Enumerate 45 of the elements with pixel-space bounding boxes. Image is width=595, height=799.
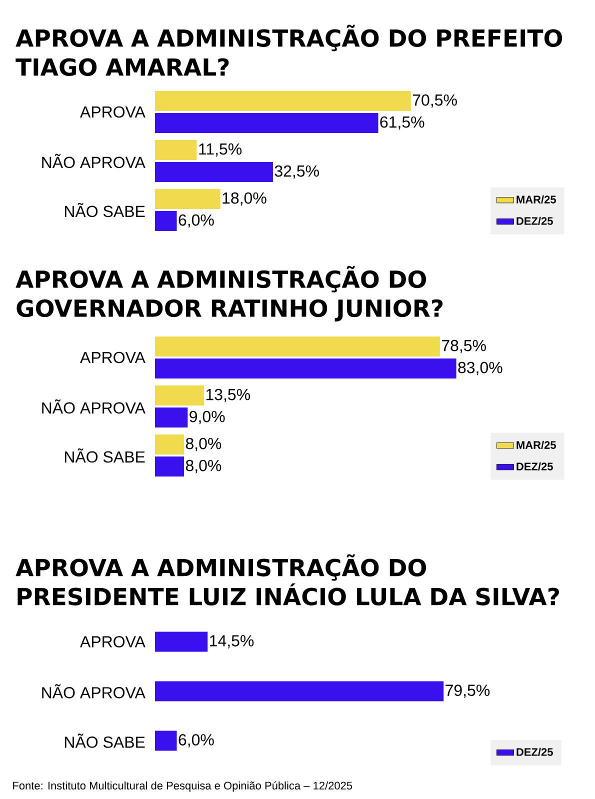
y-tick-label: NÃO SABE [64,734,145,748]
data-label: 9,0% [190,410,225,424]
legend-label: DEZ/25 [516,748,553,756]
bar [155,140,197,160]
bar [155,162,273,182]
y-tick-label: NÃO APROVA [42,154,146,168]
chart-title: APROVA A ADMINISTRAÇÃO DO GOVERNADOR RATINHO JUNIOR? [16,266,443,322]
legend-label: MAR/25 [516,440,556,450]
data-label: 8,0% [186,438,222,452]
y-tick-label: NÃO APROVA [42,684,146,698]
legend-label: DEZ/25 [516,462,553,471]
bar [155,434,184,454]
data-label: 79,5% [446,684,490,698]
data-label: 18,0% [222,192,266,206]
bar [155,358,456,379]
y-tick-label: NÃO SABE [64,202,145,218]
legend-label: MAR/25 [516,195,556,204]
bar [155,408,188,428]
y-tick-label: NÃO SABE [64,448,145,463]
chart-title: APROVA A ADMINISTRAÇÃO DO PRESIDENTE LUIZ INÁCIO LULA DA SILVA? [16,554,559,606]
legend-label: DEZ/25 [516,216,553,226]
data-label: 8,0% [186,460,222,474]
y-tick-label: APROVA [80,636,146,648]
data-label: 78,5% [442,340,486,354]
data-label: 83,0% [458,362,502,376]
data-label: 32,5% [274,165,319,179]
bar [155,91,411,111]
data-label: 6,0% [178,214,214,228]
bar [155,456,184,476]
y-tick-label: APROVA [80,352,146,364]
bar [155,211,177,231]
data-label: 14,5% [210,635,254,648]
data-label: 70,5% [412,94,457,108]
chart-title: APROVA A ADMINISTRAÇÃO DO PREFEITO TIAGO AMARAL? [16,24,562,76]
data-label: 61,5% [380,116,424,130]
source-note: Fonte: Instituto Multicultural de Pesquisa e Opinião Pública – 12/2025 [13,781,352,792]
y-tick-label: NÃO APROVA [42,399,146,414]
bar [155,386,204,406]
bar [155,189,220,209]
bar [155,336,440,357]
y-tick-label: APROVA [80,106,146,118]
data-label: 13,5% [206,388,250,402]
data-label: 11,5% [199,143,242,157]
data-label: 6,0% [178,734,214,748]
bar [155,113,378,133]
